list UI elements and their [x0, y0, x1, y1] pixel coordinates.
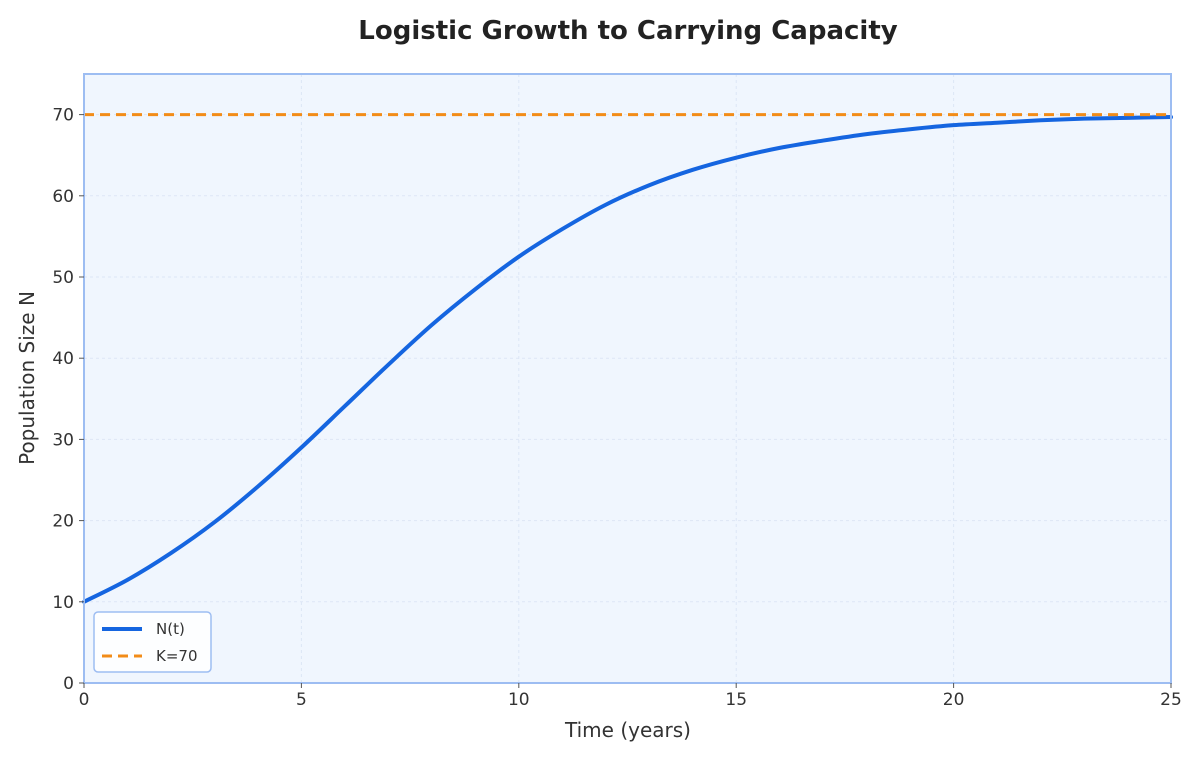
y-tick-label: 0: [63, 674, 74, 694]
y-tick-label: 20: [52, 512, 74, 532]
x-axis-label: Time (years): [564, 718, 691, 742]
y-tick-label: 60: [52, 187, 74, 207]
x-tick-label: 25: [1160, 690, 1182, 710]
y-tick-label: 30: [52, 430, 74, 450]
plot-area: 0 5 10 15 20 25 0 10 20 30 40 50 60 70 N(t) K=70: [52, 73, 1182, 710]
plot-border: [83, 73, 1172, 684]
legend: N(t) K=70: [93, 611, 212, 673]
y-tick-label: 10: [52, 593, 74, 613]
x-tick-label: 0: [79, 690, 90, 710]
legend-label: K=70: [156, 647, 198, 665]
y-tick-label: 40: [52, 349, 74, 369]
chart-title: Logistic Growth to Carrying Capacity: [358, 16, 897, 46]
x-tick-label: 10: [508, 690, 530, 710]
x-tick-label: 5: [296, 690, 307, 710]
series-line-population: [82, 115, 1173, 604]
y-tick-label: 70: [52, 106, 74, 126]
x-tick-label: 15: [725, 690, 747, 710]
y-axis-label: Population Size N: [15, 291, 39, 465]
legend-label: N(t): [156, 620, 185, 638]
y-tick-label: 50: [52, 268, 74, 288]
x-tick-label: 20: [943, 690, 965, 710]
plot-background: [84, 74, 1171, 683]
